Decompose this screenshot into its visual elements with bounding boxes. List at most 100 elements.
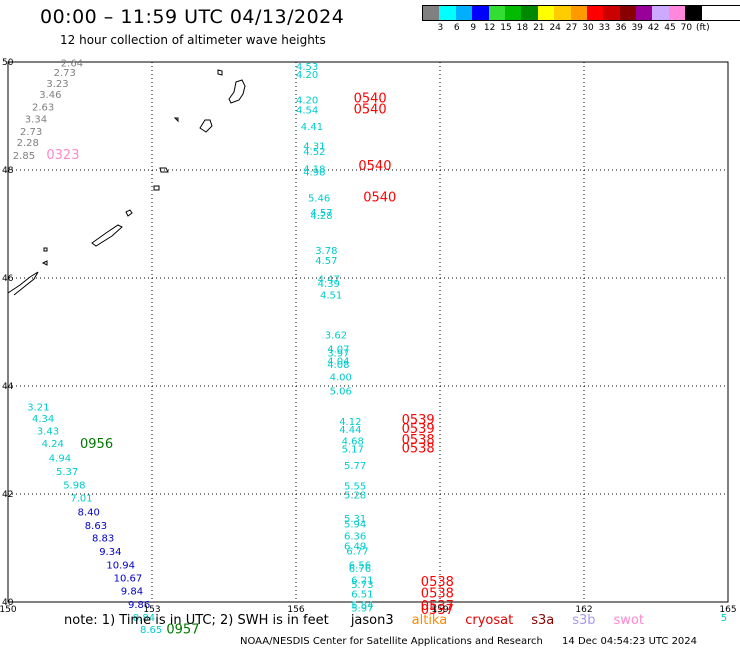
legend-swatch — [619, 6, 637, 20]
pass-time-label: 0538 — [421, 587, 454, 602]
wave-height-value: 7.01 — [70, 494, 92, 505]
wave-height-value: 10.67 — [114, 573, 143, 584]
altimeter-track: 2.642.733.233.462.633.342.732.282.85 — [13, 58, 83, 162]
pass-time-label: 0538 — [402, 433, 435, 448]
wave-height-value: 5.97 — [351, 604, 373, 615]
wave-height-value: 6.49 — [344, 542, 366, 553]
wave-height-value: 4.98 — [303, 167, 325, 178]
wave-height-value: 4.08 — [327, 360, 349, 371]
footer-timestamp: 14 Dec 04:54:23 UTC 2024 — [562, 636, 698, 647]
satellite-jason3: jason3 — [350, 613, 394, 628]
wave-height-value: 3.46 — [39, 90, 61, 101]
island-outline — [41, 260, 48, 266]
wave-height-value: 5.84 — [351, 600, 373, 611]
map-title: 00:00 – 11:59 UTC 04/13/2024 — [40, 6, 345, 28]
wave-height-value: 4.24 — [42, 439, 64, 450]
wave-height-value: 8.63 — [85, 521, 107, 532]
wave-height-value: 5.73 — [351, 580, 373, 591]
wave-height-value: 4.12 — [339, 417, 361, 428]
legend-tick-label: 33 — [598, 23, 611, 33]
wave-height-value: 5.55 — [344, 482, 366, 493]
pass-time-label: 0540 — [354, 102, 387, 117]
wave-height-value: 4.68 — [342, 436, 364, 447]
wave-height-value: 4.34 — [32, 414, 54, 425]
legend-tick-label: 21 — [533, 23, 545, 33]
legend-tick-label: 36 — [615, 23, 627, 33]
wave-height-value: 8.40 — [78, 508, 100, 519]
wave-height-value: 4.20 — [296, 96, 318, 107]
legend-swatch — [554, 6, 571, 20]
wave-height-value: 5.06 — [330, 387, 352, 398]
wave-height-value: 10.94 — [106, 561, 135, 572]
wave-height-value: 4.31 — [303, 141, 325, 152]
legend-swatch — [586, 6, 604, 20]
island-outline — [153, 185, 160, 191]
altimeter-track: 8.848.65 — [133, 613, 162, 636]
pass-time-label: 0957 — [166, 622, 199, 637]
wave-height-value: 8.84 — [133, 613, 155, 624]
island-outline — [91, 224, 123, 247]
wave-height-value: 5 — [721, 613, 727, 624]
longitude-tick-label: 156 — [287, 605, 304, 615]
pass-time-label: 0956 — [80, 437, 113, 452]
wave-height-value: 5.98 — [63, 481, 85, 492]
wave-height-value: 4.28 — [310, 211, 332, 222]
pass-time-label: 0540 — [363, 190, 396, 205]
legend-labels: 3 6 9 12 15 18 21 24 27 30 33 36 39 42 45 70 (ft) — [422, 21, 740, 33]
legend-tick-label: 27 — [565, 23, 578, 33]
wave-height-value: 9.84 — [121, 586, 143, 597]
wave-height-value: 4.52 — [303, 147, 325, 158]
legend-swatch — [521, 6, 538, 20]
wave-height-value: 8.65 — [140, 625, 162, 636]
wave-height-value: 2.73 — [54, 68, 76, 79]
pass-time-label: 0537 — [421, 599, 454, 614]
latitude-tick-label: 44 — [2, 382, 14, 392]
legend-tick-label: 42 — [647, 23, 660, 33]
wave-height-value: 6.51 — [351, 590, 373, 601]
legend-tick-label: 24 — [549, 23, 561, 33]
latitude-tick-label: 42 — [2, 490, 13, 500]
legend-tick-label: 70 — [680, 23, 693, 33]
color-legend: 3 6 9 12 15 18 21 24 27 30 33 36 39 42 45 70 (ft) — [422, 5, 740, 33]
longitude-tick-label: 150 — [0, 605, 17, 615]
longitude-tick-label: 165 — [719, 605, 736, 615]
legend-tick-label: 30 — [582, 23, 594, 33]
wave-height-value: 6.21 — [351, 576, 373, 587]
map-frame — [7, 61, 729, 603]
wave-height-value: 3.21 — [27, 402, 49, 413]
pass-time-label: 0537 — [421, 603, 454, 618]
satellite-s3a: s3a — [531, 613, 555, 628]
latitude-tick-label: 48 — [2, 166, 14, 176]
satellite-swot: swot — [613, 613, 644, 628]
wave-height-value: 4.57 — [310, 208, 332, 219]
longitude-tick-label: 159 — [431, 605, 448, 615]
pass-time-label: 0323 — [46, 148, 79, 163]
wave-height-value: 4.51 — [320, 291, 342, 302]
legend-swatch — [537, 6, 555, 20]
latitude-tick-label: 40 — [2, 598, 14, 608]
altimeter-track: 4.534.204.204.544.414.314.524.184.985.46… — [296, 62, 373, 615]
wave-height-value: 6.76 — [349, 564, 371, 575]
latitude-tick-label: 46 — [2, 274, 14, 284]
axis-labels: 150 153 156 159 162 165 50 48 46 44 42 40 — [0, 58, 737, 615]
wave-height-value: 5.46 — [308, 193, 330, 204]
island-outline — [217, 69, 223, 76]
pass-time-label: 0540 — [354, 92, 387, 107]
wave-height-value: 4.18 — [303, 165, 325, 176]
satellite-altika: altika — [411, 613, 448, 628]
note-line: note: 1) Time is in UTC; 2) SWH is in fe… — [64, 613, 680, 628]
pass-time-label: 0539 — [402, 413, 435, 428]
wave-height-value: 3.43 — [37, 427, 59, 438]
wave-height-value: 3.34 — [25, 114, 47, 125]
satellite-cryosat: cryosat — [465, 613, 514, 628]
wave-height-value: 4.20 — [296, 70, 318, 81]
wave-height-value: 2.63 — [32, 103, 54, 114]
wave-height-value: 6.56 — [349, 561, 371, 572]
legend-swatches — [422, 5, 740, 21]
wave-height-value: 5.17 — [342, 444, 364, 455]
wave-height-value: 5.94 — [344, 519, 366, 530]
wave-height-value: 5.37 — [56, 467, 78, 478]
wave-height-value: 8.83 — [92, 534, 114, 545]
